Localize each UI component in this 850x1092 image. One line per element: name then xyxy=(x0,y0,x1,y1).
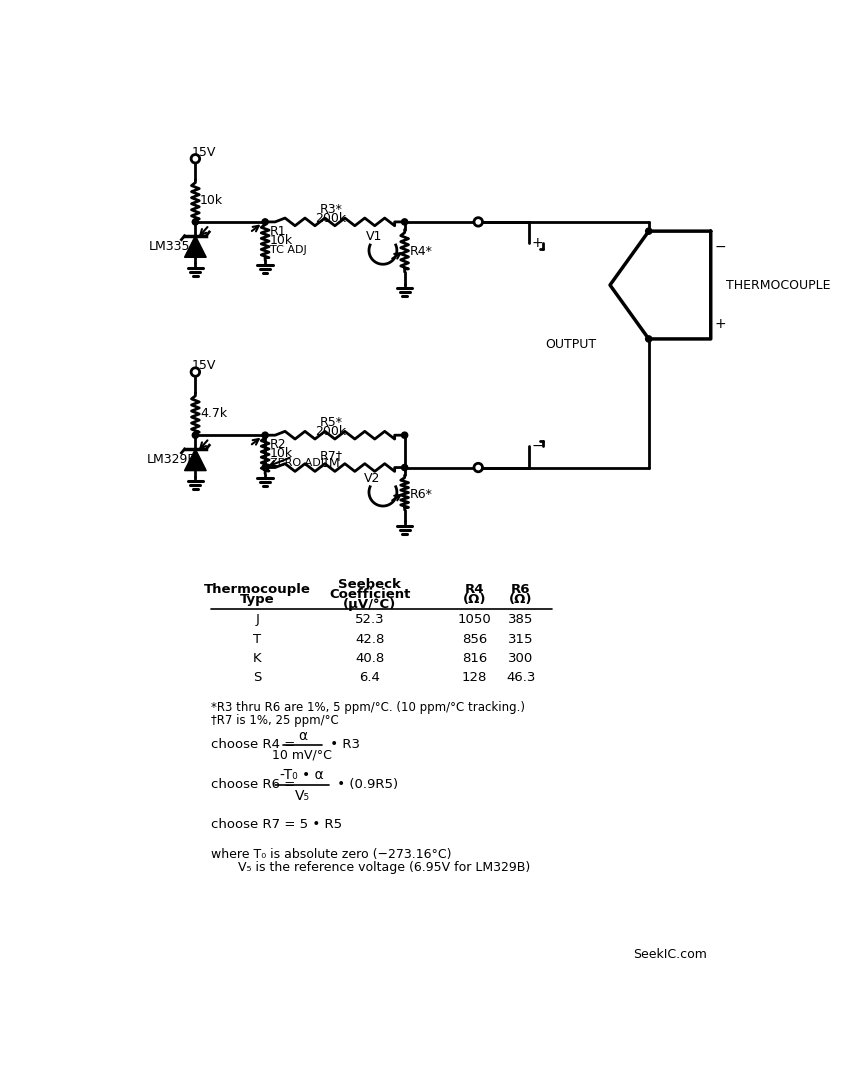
Text: TC ADJ: TC ADJ xyxy=(269,245,307,254)
Text: THERMOCOUPLE: THERMOCOUPLE xyxy=(726,278,830,292)
Circle shape xyxy=(401,218,408,225)
Text: 40.8: 40.8 xyxy=(355,652,384,665)
Text: †R7 is 1%, 25 ppm/°C: †R7 is 1%, 25 ppm/°C xyxy=(211,713,338,726)
Text: 10k: 10k xyxy=(269,234,293,247)
Text: 10k: 10k xyxy=(200,194,224,206)
Text: (Ω): (Ω) xyxy=(462,593,486,606)
Circle shape xyxy=(401,432,408,438)
Text: R4*: R4* xyxy=(409,245,432,258)
Text: 315: 315 xyxy=(508,632,534,645)
Text: Seebeck: Seebeck xyxy=(338,578,401,591)
Polygon shape xyxy=(184,236,207,258)
Text: choose R7 = 5 • R5: choose R7 = 5 • R5 xyxy=(211,818,342,831)
Text: S: S xyxy=(253,672,262,685)
Circle shape xyxy=(191,368,200,377)
Text: T: T xyxy=(253,632,262,645)
Text: Type: Type xyxy=(240,593,275,606)
Text: • R3: • R3 xyxy=(326,738,360,751)
Text: choose R4 =: choose R4 = xyxy=(211,738,299,751)
Text: 816: 816 xyxy=(462,652,487,665)
Text: Thermocouple: Thermocouple xyxy=(204,583,311,596)
Text: V2: V2 xyxy=(365,472,381,485)
Text: +: + xyxy=(532,237,543,250)
Text: 10k: 10k xyxy=(269,447,293,460)
Text: 46.3: 46.3 xyxy=(507,672,536,685)
Circle shape xyxy=(192,432,198,438)
Circle shape xyxy=(474,217,483,226)
Text: 300: 300 xyxy=(508,652,534,665)
Circle shape xyxy=(646,336,652,342)
Text: −: − xyxy=(715,239,726,253)
Text: *R3 thru R6 are 1%, 5 ppm/°C. (10 ppm/°C tracking.): *R3 thru R6 are 1%, 5 ppm/°C. (10 ppm/°C… xyxy=(211,701,524,714)
Text: (μV/°C): (μV/°C) xyxy=(343,598,396,612)
Text: SeekIC.com: SeekIC.com xyxy=(633,949,707,961)
Text: R4: R4 xyxy=(465,583,484,596)
Circle shape xyxy=(262,464,269,471)
Text: V₅: V₅ xyxy=(295,790,309,804)
Text: 10 mV/°C: 10 mV/°C xyxy=(272,748,332,761)
Text: ZERO ADJ: ZERO ADJ xyxy=(269,458,324,467)
Text: LM329B: LM329B xyxy=(146,453,196,466)
Text: R5*: R5* xyxy=(320,416,343,429)
Text: 856: 856 xyxy=(462,632,487,645)
Text: 200k: 200k xyxy=(315,212,347,225)
Text: • (0.9R5): • (0.9R5) xyxy=(333,779,399,792)
Text: where T₀ is absolute zero (−273.16°C): where T₀ is absolute zero (−273.16°C) xyxy=(211,847,451,860)
Text: 15V: 15V xyxy=(191,359,216,372)
Polygon shape xyxy=(184,449,207,471)
Text: 200k: 200k xyxy=(315,425,347,438)
Circle shape xyxy=(262,432,269,438)
Text: K: K xyxy=(253,652,262,665)
Text: 6.4: 6.4 xyxy=(360,672,380,685)
Circle shape xyxy=(191,155,200,163)
Circle shape xyxy=(192,218,198,225)
Text: 385: 385 xyxy=(508,614,534,627)
Circle shape xyxy=(646,228,652,234)
Text: V1: V1 xyxy=(366,230,382,244)
Text: R6: R6 xyxy=(511,583,530,596)
Text: 4.7k: 4.7k xyxy=(200,407,227,420)
Circle shape xyxy=(262,218,269,225)
Text: R7†: R7† xyxy=(320,449,343,462)
Text: R3*: R3* xyxy=(320,203,343,216)
Text: R6*: R6* xyxy=(409,488,432,501)
Text: 42.8: 42.8 xyxy=(355,632,384,645)
Text: V₅ is the reference voltage (6.95V for LM329B): V₅ is the reference voltage (6.95V for L… xyxy=(238,862,530,875)
Text: -T₀ • α: -T₀ • α xyxy=(280,768,324,782)
Text: (Ω): (Ω) xyxy=(509,593,533,606)
Text: Coefficient: Coefficient xyxy=(329,589,411,601)
Text: 1050: 1050 xyxy=(457,614,491,627)
Text: LM335: LM335 xyxy=(149,240,190,253)
Text: choose R6 =: choose R6 = xyxy=(211,779,299,792)
Text: J: J xyxy=(256,614,259,627)
Text: R1: R1 xyxy=(269,225,286,238)
Text: 52.3: 52.3 xyxy=(355,614,384,627)
Text: OUTPUT: OUTPUT xyxy=(546,339,597,352)
Circle shape xyxy=(401,464,408,471)
Text: 1M: 1M xyxy=(321,458,340,471)
Text: α: α xyxy=(298,729,307,744)
Text: −: − xyxy=(532,439,543,453)
Text: 128: 128 xyxy=(462,672,487,685)
Text: +: + xyxy=(715,317,726,331)
Circle shape xyxy=(474,463,483,472)
Text: R2: R2 xyxy=(269,438,286,451)
Text: 15V: 15V xyxy=(191,146,216,159)
